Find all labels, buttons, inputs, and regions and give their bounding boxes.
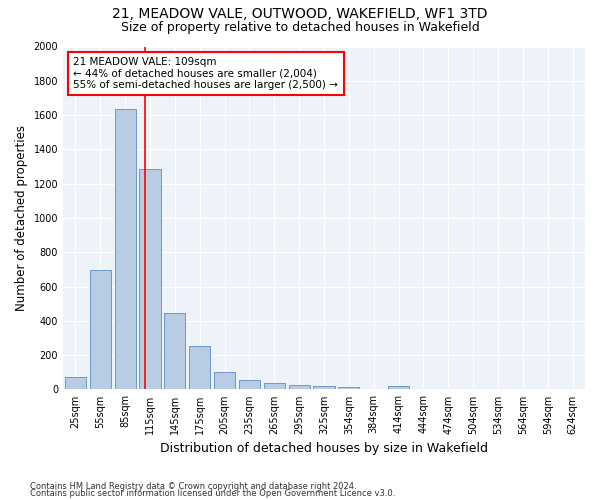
Text: Contains HM Land Registry data © Crown copyright and database right 2024.: Contains HM Land Registry data © Crown c… [30,482,356,491]
Bar [65,378,86,390]
Bar [139,169,161,390]
Bar [90,270,111,390]
Text: Size of property relative to detached houses in Wakefield: Size of property relative to detached ho… [121,21,479,34]
Bar [189,346,211,390]
Bar [264,384,285,390]
Bar [214,372,235,390]
Bar [115,109,136,390]
Bar [338,387,359,390]
Text: 21 MEADOW VALE: 109sqm
← 44% of detached houses are smaller (2,004)
55% of semi-: 21 MEADOW VALE: 109sqm ← 44% of detached… [73,57,338,90]
Text: Contains public sector information licensed under the Open Government Licence v3: Contains public sector information licen… [30,490,395,498]
Text: 21, MEADOW VALE, OUTWOOD, WAKEFIELD, WF1 3TD: 21, MEADOW VALE, OUTWOOD, WAKEFIELD, WF1… [112,8,488,22]
Bar [239,380,260,390]
Bar [164,313,185,390]
Y-axis label: Number of detached properties: Number of detached properties [15,125,28,311]
Bar [289,385,310,390]
Bar [388,386,409,390]
Bar [313,386,335,390]
X-axis label: Distribution of detached houses by size in Wakefield: Distribution of detached houses by size … [160,442,488,455]
